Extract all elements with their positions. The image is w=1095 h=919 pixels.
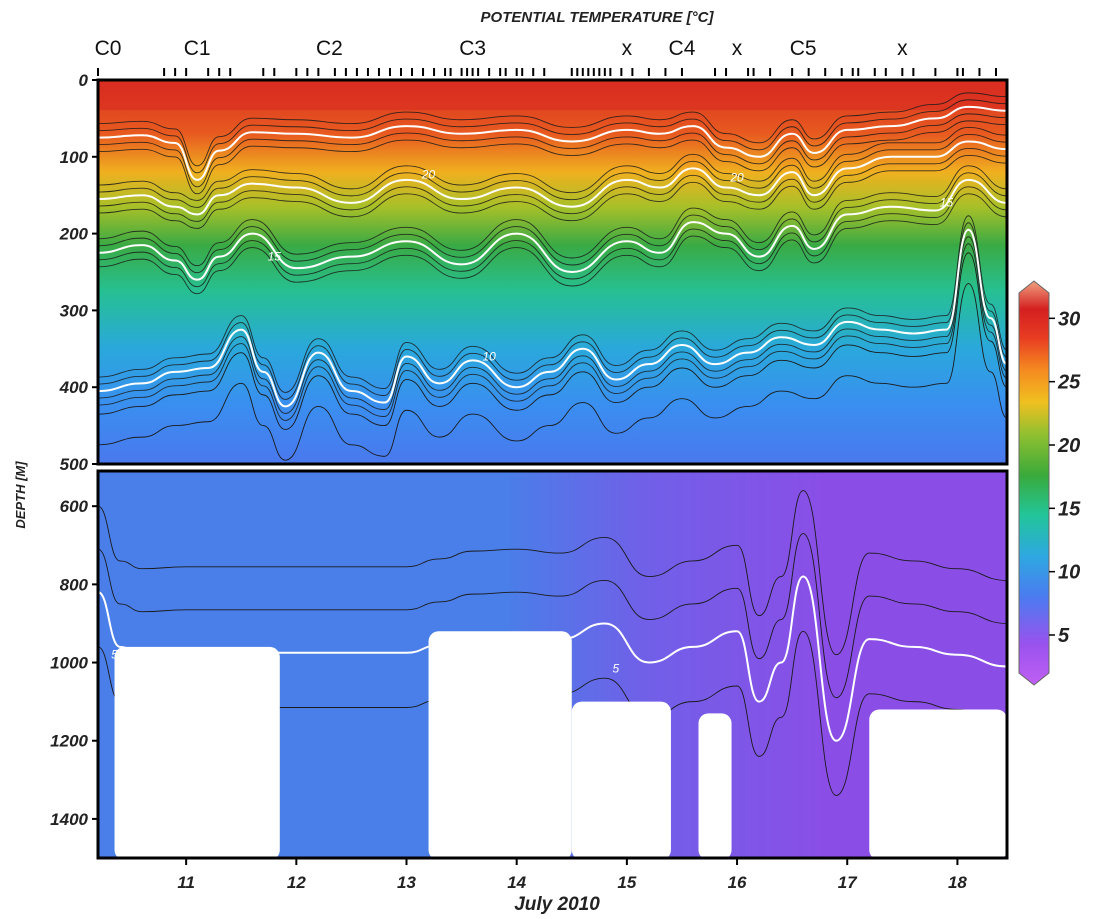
x-tick-label: 17 [838,873,858,892]
contour-line [98,243,1007,421]
station-label: x [622,37,633,60]
no-data-region [114,646,280,858]
x-tick-label: 14 [507,873,526,892]
no-data-region [428,631,572,858]
isotherm-label: 5 [111,648,118,662]
no-data-region [571,701,671,858]
contour-line [98,236,1007,414]
isotherm-label: 20 [421,167,436,181]
contour-line [98,165,1007,267]
station-label: C2 [316,37,343,60]
contour-line [98,193,1007,295]
y-tick-label: 1200 [50,732,88,751]
y-axis-upper: 0 100 200 300 400 500 [59,71,98,474]
chart-title: POTENTIAL TEMPERATURE [°C] [481,9,715,26]
contour-line [98,172,1007,274]
station-label: C3 [459,37,486,60]
contour-line [98,113,1007,188]
contour-line [98,533,1007,699]
station-label: C1 [184,37,211,60]
contour-line [98,126,1007,201]
contour-line [98,215,1007,393]
x-tick-label: 16 [728,873,747,892]
contour-line [98,120,1007,195]
contour-line [98,147,1007,222]
no-data-region [869,709,1007,858]
station-label: x [732,37,743,60]
colorbar-tick-label: 5 [1058,625,1070,647]
y-tick-label: 100 [60,148,89,167]
station-label: C4 [669,37,696,60]
contour-line [98,154,1007,229]
contour-line [98,92,1007,167]
upper-panel-field [98,80,1007,464]
y-axis-lower: 600 800 1000 1200 1400 [50,497,98,829]
isotherm-label: 10 [482,349,496,363]
isotherm-label: 20 [729,170,744,184]
y-axis-title: DEPTH [M] [13,461,28,529]
isotherm-label: 5 [613,661,620,675]
colorbar-scale [1018,280,1050,686]
contour-line [98,222,1007,400]
upper-panel-frame [96,78,1009,466]
colorbar-tick-label: 10 [1058,562,1080,584]
y-tick-label: 1400 [50,810,88,829]
isotherm-label: 15 [940,196,954,210]
contour-line [98,99,1007,174]
station-label: C0 [95,37,122,60]
cast-tick-marks [97,68,997,76]
contour-line [98,133,1007,208]
x-tick-label: 15 [617,873,636,892]
isotherm-20 [98,140,1007,216]
lower-panel-frame [96,469,1009,860]
y-tick-label: 0 [79,71,89,90]
station-label: C5 [790,37,817,60]
y-tick-label: 600 [60,497,89,516]
colorbar-labels: 30 25 20 15 10 5 [1049,308,1081,647]
x-tick-label: 13 [397,873,416,892]
no-data-region [698,713,732,858]
contour-line [98,490,1007,656]
contour-line [98,252,1007,430]
y-tick-label: 400 [59,378,89,397]
colorbar-tick-label: 30 [1058,308,1080,330]
colorbar [1018,280,1050,686]
isotherm-15 [98,178,1007,281]
isotherm-10 [98,228,1007,408]
x-tick-label: 12 [287,873,306,892]
contour-line [98,186,1007,288]
y-tick-label: 800 [60,575,89,594]
y-tick-label: 300 [60,301,89,320]
colorbar-tick-label: 15 [1058,498,1081,520]
x-axis: 11 12 13 14 15 16 17 18 [177,858,967,892]
y-tick-label: 1000 [50,654,88,673]
isotherm-label: 15 [268,249,282,263]
colorbar-tick-label: 20 [1057,435,1080,457]
station-label: x [897,37,908,60]
colorbar-tick-label: 25 [1057,372,1081,394]
x-tick-label: 18 [948,873,967,892]
station-labels: C0 C1 C2 C3 x C4 x C5 x [95,37,909,60]
contour-line [98,283,1007,461]
x-axis-title: July 2010 [514,894,600,915]
y-tick-label: 200 [59,225,89,244]
surface-warm-layer [98,80,1007,110]
y-tick-label: 500 [60,455,89,474]
x-tick-label: 11 [177,873,195,892]
isotherm-25 [98,105,1007,181]
